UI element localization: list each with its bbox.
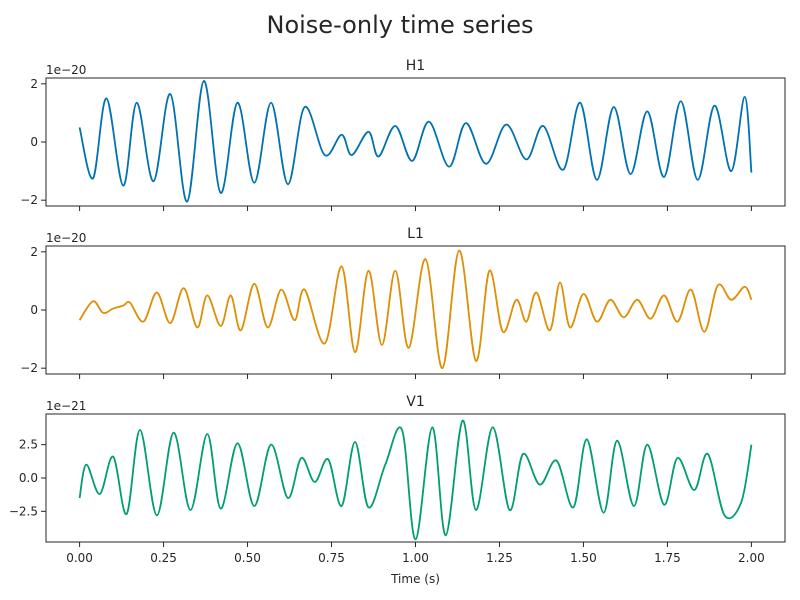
y-tick-label: −2 [20,361,38,375]
figure-title: Noise-only time series [267,11,534,39]
y-tick-label: −2 [20,193,38,207]
axes-frame-h1 [45,77,786,207]
x-tick-label: 0.50 [234,551,261,565]
series-l1 [78,249,753,370]
y-ticks-v1: −2.5 0.0 2.5 [9,438,46,518]
x-tick-label: 0.75 [318,551,345,565]
x-ticks-h1 [79,206,752,211]
x-tick-label: 0.25 [150,551,177,565]
series-line-h1 [78,80,753,203]
offset-text-v1: 1e−21 [46,399,86,413]
y-tick-label: 0.0 [19,471,38,485]
axes-frame-v1 [45,413,786,543]
x-tick-label: 1.50 [570,551,597,565]
panel-title-h1: H1 [406,58,425,74]
y-ticks-l1: −2 0 2 [20,245,46,375]
series-line-v1 [78,419,753,541]
x-tick-label: 2.00 [738,551,765,565]
y-ticks-h1: −2 0 2 [20,77,46,207]
y-tick-label: 2 [30,245,38,259]
offset-text-l1: 1e−20 [46,231,86,245]
y-tick-label: 0 [30,135,38,149]
x-ticks-v1: 0.00 0.25 0.50 0.75 1.00 1.25 1.50 1.75 2.00 [66,542,765,565]
panel-title-v1: V1 [406,394,424,410]
y-tick-label: −2.5 [9,504,38,518]
panel-h1: H1 1e−20 −2 0 2 [20,58,786,211]
x-tick-label: 1.25 [486,551,513,565]
y-tick-label: 2 [30,77,38,91]
series-h1 [78,80,753,203]
panel-l1: L1 1e−20 −2 0 2 [20,226,786,379]
offset-text-h1: 1e−20 [46,63,86,77]
series-v1 [78,419,753,541]
x-tick-label: 0.00 [66,551,93,565]
x-ticks-l1 [79,374,752,379]
y-tick-label: 2.5 [19,438,38,452]
y-tick-label: 0 [30,303,38,317]
series-line-l1 [78,249,753,370]
x-axis-label: Time (s) [390,572,440,586]
x-tick-label: 1.00 [402,551,429,565]
panel-v1: V1 1e−21 −2.5 0.0 2.5 0.00 0.25 0.50 0.75 1.00… [9,394,786,565]
x-tick-label: 1.75 [654,551,681,565]
panel-title-l1: L1 [407,226,424,242]
